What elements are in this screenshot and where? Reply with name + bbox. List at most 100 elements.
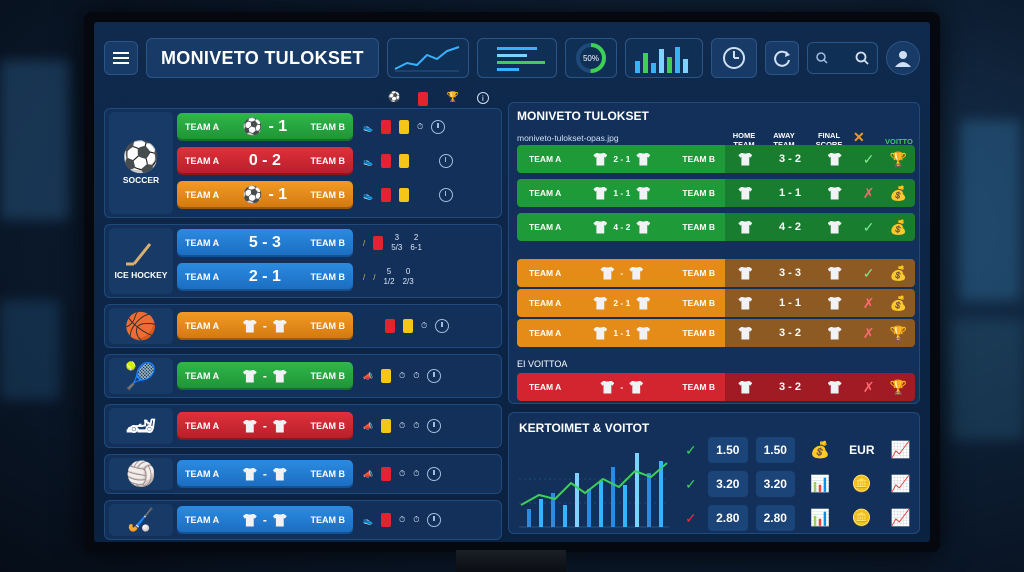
away-team: TEAM B (310, 122, 345, 132)
odds-value: 3.20 (755, 471, 796, 497)
monitor: MONIVETO TULOKSET 50% ⚽ (84, 12, 940, 552)
result-row[interactable]: TEAM A 2 - 1 TEAM B 1 - 1 ✗ 💰 (517, 289, 915, 317)
result-row[interactable]: TEAM A - TEAM B 3 - 2 ✗ 🏆 (517, 373, 915, 401)
odds-row[interactable]: ✓ 3.20 3.20 📊 🪙 📈 (685, 471, 915, 497)
match-row[interactable]: TEAM A ⚽ - 1 TEAM B 👟 (177, 181, 497, 209)
sport-basketball[interactable]: 🏀 (109, 308, 173, 344)
match-row[interactable]: TEAM A 0 - 2 TEAM B 👟 (177, 147, 497, 175)
home-shirt-icon (738, 296, 753, 310)
trophy-icon: 🏆 (446, 92, 459, 103)
clock-icon[interactable] (710, 38, 757, 78)
results-title: MONIVETO TULOKSET (517, 109, 649, 123)
stopwatch-icon: ⏱ (398, 469, 406, 478)
yellow-card-icon (398, 154, 409, 168)
shirt-icon (242, 467, 257, 481)
sport-ice-hockey[interactable]: ICE HOCKEY (109, 228, 173, 294)
trend-icon: 📈 (890, 510, 911, 527)
sport-motorsport[interactable]: 🏎 (109, 408, 173, 444)
red-card-icon (385, 319, 395, 333)
stopwatch-icon: ⏱ (416, 122, 424, 131)
predicted-score: 1 - 1 (613, 328, 631, 338)
result-row[interactable]: TEAM A - TEAM B 3 - 3 ✓ 💰 (517, 259, 915, 287)
clock-icon[interactable] (427, 467, 442, 481)
match-row[interactable]: TEAM A 5 - 3 TEAM B / 3 5/3 2 6-1 (177, 229, 497, 257)
red-card-icon (380, 467, 391, 481)
final-score: 3 - 3 (778, 267, 801, 279)
search-icon[interactable] (855, 51, 869, 65)
clock-icon[interactable] (427, 513, 442, 527)
stopwatch-icon: ⏱ (398, 515, 406, 524)
home-team: TEAM A (185, 321, 220, 331)
clock-icon[interactable] (431, 120, 446, 134)
odds-title: KERTOIMET & VOITOT (519, 421, 650, 435)
home-team: TEAM A (529, 222, 562, 232)
menu-icon[interactable] (104, 41, 138, 75)
odds-value: 1.50 (755, 437, 796, 463)
odds-chart (519, 453, 669, 528)
home-team: TEAM A (529, 328, 562, 338)
stat-b: 0 2/3 (402, 267, 414, 286)
result-row[interactable]: TEAM A 1 - 1 TEAM B 3 - 2 ✗ 🏆 (517, 319, 915, 347)
col-final: FINAL SCORE (816, 131, 843, 149)
progress-donut: 50% (564, 38, 617, 78)
bar-list-widget (476, 38, 557, 78)
home-team: TEAM A (185, 515, 220, 525)
clock-icon[interactable] (435, 319, 450, 333)
sport-label: SOCCER (122, 175, 160, 185)
away-team: TEAM B (682, 188, 715, 198)
lost-label: EI VOITTOA (517, 359, 568, 369)
cross-icon: ✗ (862, 378, 875, 395)
match-score: - (262, 319, 267, 333)
trophy-icon: 🏆 (889, 150, 908, 167)
result-row[interactable]: TEAM A 4 - 2 TEAM B 4 - 2 ✓ 💰 (517, 213, 915, 241)
away-team: TEAM B (682, 382, 715, 392)
odds-row[interactable]: ✓ 1.50 1.50 💰 EUR 📈 (685, 437, 915, 463)
bar-chart-widget (624, 38, 703, 78)
match-score: - 1 (268, 118, 288, 135)
match-row[interactable]: TEAM A 2 - 1 TEAM B / / 5 1/2 0 2/3 (177, 263, 497, 291)
match-score: - (262, 467, 267, 481)
home-team: TEAM A (185, 156, 220, 166)
clock-icon[interactable] (427, 419, 442, 433)
match-row[interactable]: TEAM A ⚽ - 1 TEAM B 👟 ⏱ (177, 113, 497, 141)
sport-field-hockey[interactable]: 🏑 (109, 504, 173, 536)
check-icon: ✓ (862, 150, 875, 167)
stat-a: 3 5/3 (391, 233, 403, 252)
predicted-score: - (620, 268, 624, 278)
shirt-icon (242, 319, 257, 333)
match-row[interactable]: TEAM A - TEAM B 📣 ⏱ ⏱ (177, 412, 497, 440)
sport-volleyball[interactable]: 🏐 (109, 458, 173, 490)
odds-row[interactable]: ✓ 2.80 2.80 📊 🪙 📈 (685, 505, 915, 531)
boot-icon: 👟 (363, 122, 373, 132)
stopwatch-icon: ⏱ (413, 421, 420, 430)
sport-tennis[interactable]: 🎾 (109, 358, 173, 394)
trend-icon: 📈 (890, 476, 911, 493)
search-input[interactable] (806, 42, 878, 74)
yellow-card-icon (380, 419, 391, 433)
clock-icon[interactable] (427, 369, 442, 383)
result-row[interactable]: TEAM A 2 - 1 TEAM B 3 - 2 ✓ 🏆 (517, 145, 915, 173)
home-team: TEAM A (529, 188, 562, 198)
shirt-icon (629, 380, 644, 394)
shirt-icon (272, 419, 287, 433)
result-row[interactable]: TEAM A 1 - 1 TEAM B 1 - 1 ✗ 💰 (517, 179, 915, 207)
sport-soccer[interactable]: ⚽ SOCCER (109, 112, 173, 214)
user-avatar-icon[interactable] (886, 41, 920, 75)
away-team: TEAM B (682, 298, 715, 308)
home-team: TEAM A (185, 371, 220, 381)
clock-icon[interactable] (438, 188, 453, 202)
match-row[interactable]: TEAM A - TEAM B 👟 ⏱ ⏱ (177, 506, 497, 534)
match-row[interactable]: TEAM A - TEAM B 📣 ⏱ ⏱ (177, 460, 497, 488)
match-score: - (262, 513, 267, 527)
hockey-stick-icon: / (363, 272, 366, 282)
svg-text:50%: 50% (583, 54, 599, 63)
match-row[interactable]: TEAM A - TEAM B 📣 ⏱ ⏱ (177, 362, 497, 390)
home-team: TEAM A (529, 268, 562, 278)
home-team: TEAM A (185, 272, 220, 282)
odds-value: 3.20 (708, 471, 748, 497)
refresh-icon[interactable] (764, 41, 799, 75)
match-row[interactable]: TEAM A - TEAM B ⏱ (177, 312, 497, 340)
shirt-icon (593, 296, 608, 310)
home-shirt-icon (738, 326, 753, 340)
clock-icon[interactable] (438, 154, 453, 168)
